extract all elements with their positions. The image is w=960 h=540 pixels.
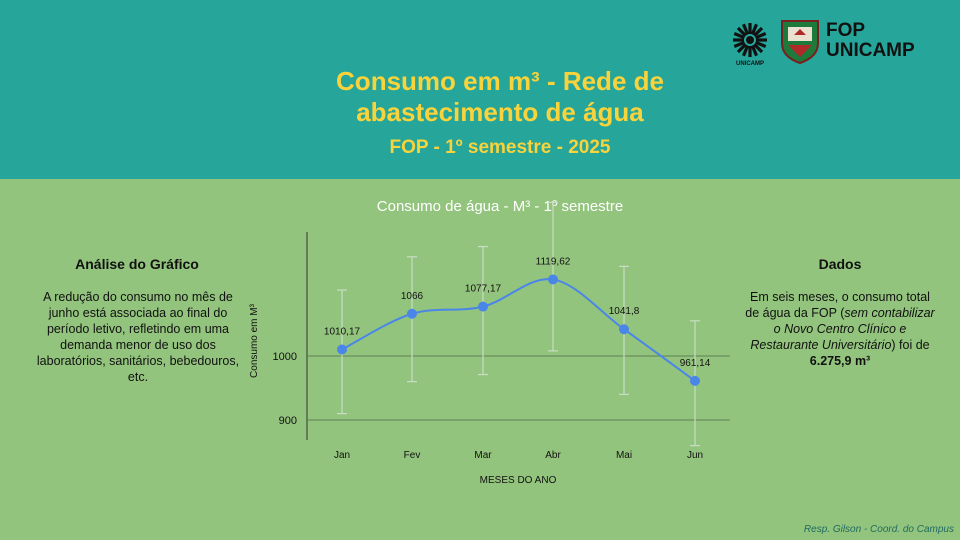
x-tick-label-Jun: Jun <box>687 450 703 461</box>
fop-shield-icon <box>781 20 819 65</box>
chart-title: Consumo de água - M³ - 1º semestre <box>376 198 624 215</box>
data-point-Fev <box>407 308 417 319</box>
x-axis-label: MESES DO ANO <box>480 475 557 486</box>
x-tick-label-Jan: Jan <box>334 450 350 461</box>
y-tick-label: 900 <box>279 415 297 427</box>
data-text-italic: sem contabilizar o Novo Centro Clínico e… <box>750 306 935 352</box>
analysis-title: Análise do Gráfico <box>75 256 199 272</box>
data-text: Em seis meses, o consumo total de água d… <box>744 289 936 369</box>
data-label-Fev: 1066 <box>401 291 424 302</box>
data-title: Dados <box>818 256 862 272</box>
y-axis-label: Consumo em M³ <box>249 303 260 378</box>
data-text-total: 6.275,9 m³ <box>809 354 871 368</box>
page-title: Consumo em m³ - Rede de abastecimento de… <box>200 66 800 128</box>
unicamp-logo: UNICAMP <box>733 23 767 67</box>
data-point-Jan <box>337 344 347 355</box>
data-point-Mai <box>619 324 629 335</box>
data-point-Mar <box>478 301 488 312</box>
data-text-plain-1: Em seis meses, o consumo total de água d… <box>745 290 930 320</box>
data-text-plain-2: ) foi de <box>891 338 930 352</box>
data-point-Abr <box>548 274 558 285</box>
data-label-Jan: 1010,17 <box>324 326 361 337</box>
title-line-1: Consumo em m³ - Rede de <box>336 66 664 96</box>
data-label-Jun: 961,14 <box>680 358 711 369</box>
unicamp-logo-text: UNICAMP <box>736 61 764 67</box>
footer-credit: Resp. Gilson - Coord. do Campus <box>803 524 954 535</box>
x-tick-label-Abr: Abr <box>545 450 561 461</box>
fop-unicamp-brand: FOP UNICAMP <box>826 21 915 61</box>
data-label-Mai: 1041,8 <box>609 306 640 317</box>
brand-line-2: UNICAMP <box>826 40 915 61</box>
series-line <box>341 278 696 382</box>
title-line-2: abastecimento de água <box>356 97 644 127</box>
page-subtitle: FOP - 1º semestre - 2025 <box>389 137 611 158</box>
x-tick-label-Mai: Mai <box>616 450 632 461</box>
y-tick-label: 1000 <box>273 351 297 363</box>
brand-line-1: FOP <box>826 20 866 41</box>
analysis-text: A redução do consumo no mês de junho est… <box>36 290 240 384</box>
x-tick-label-Mar: Mar <box>474 450 492 461</box>
data-point-Jun <box>690 375 700 386</box>
x-tick-label-Fev: Fev <box>404 450 421 461</box>
data-label-Abr: 1119,62 <box>536 256 571 267</box>
data-label-Mar: 1077,17 <box>465 284 502 295</box>
